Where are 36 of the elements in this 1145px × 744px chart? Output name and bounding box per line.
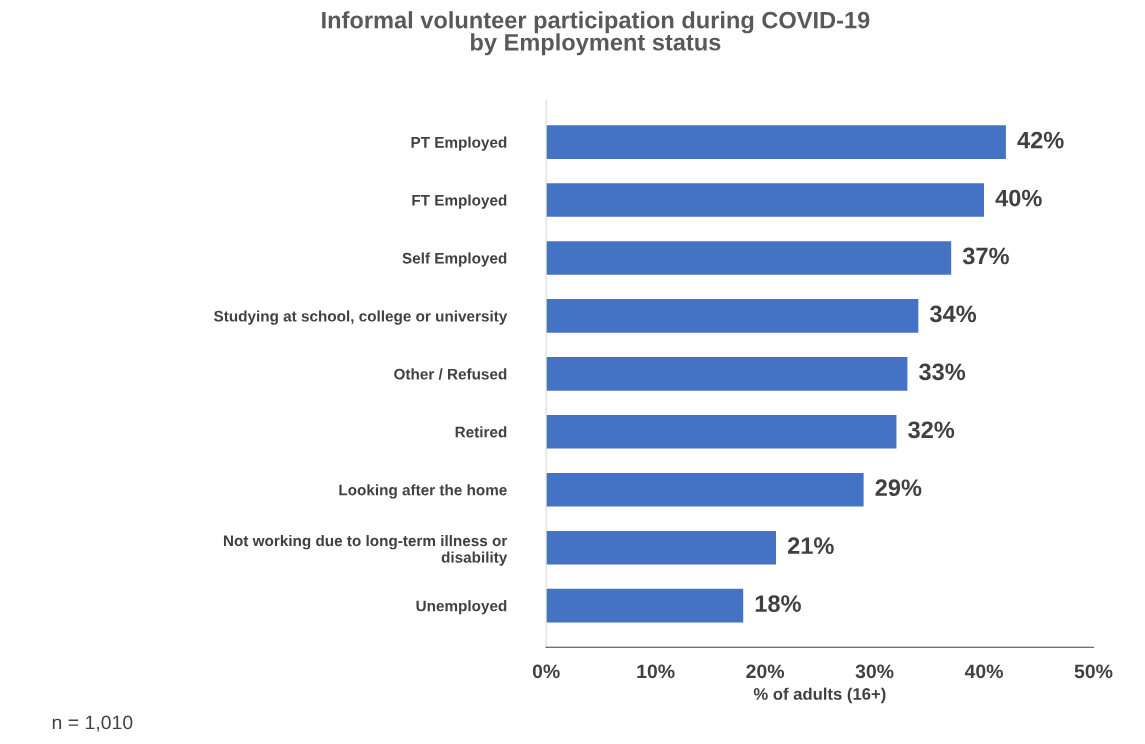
x-tick-label: 40% (964, 664, 1003, 679)
y-tick-label: Studying at school, college or university (214, 310, 508, 325)
bar (546, 588, 744, 623)
data-label: 21% (787, 537, 834, 554)
x-tick-label: 30% (855, 664, 894, 679)
x-tick-label: 0% (532, 664, 560, 679)
x-tick-label: 20% (746, 664, 785, 679)
data-label: 32% (908, 421, 955, 439)
x-axis-title: % of adults (16+) (753, 687, 886, 704)
data-label: 40% (995, 189, 1042, 207)
chart-title: Informal volunteer participation during COVID-19 by Employment status (322, 11, 870, 56)
bar (546, 357, 908, 391)
y-tick-label: Self Employed (402, 252, 507, 267)
data-label: 37% (962, 247, 1009, 265)
data-label: 34% (929, 305, 977, 323)
y-tick-label: Other / Refused (394, 368, 507, 380)
y-tick-label: Retired (455, 426, 507, 438)
data-label: 33% (919, 363, 966, 381)
text: n = 1,010 (52, 715, 133, 732)
bar (546, 241, 952, 275)
y-tick-label: Looking after the home (339, 484, 507, 499)
y-tick-label: Unemployed (416, 600, 507, 615)
y-tick-label: Not working due to long-term illness or disability (223, 534, 508, 566)
bar (546, 530, 777, 565)
y-tick-label: PT Employed (411, 136, 507, 151)
bar (546, 299, 919, 333)
data-label: 18% (755, 595, 801, 612)
bar (546, 415, 897, 449)
data-label: 29% (875, 479, 922, 497)
x-tick-label: 10% (637, 664, 675, 679)
x-tick-label: 50% (1074, 664, 1113, 679)
y-tick-label: FT Employed (412, 194, 507, 209)
data-label: 42% (1017, 131, 1064, 149)
bar (546, 183, 985, 217)
bar (546, 472, 864, 507)
bar (546, 125, 1006, 159)
